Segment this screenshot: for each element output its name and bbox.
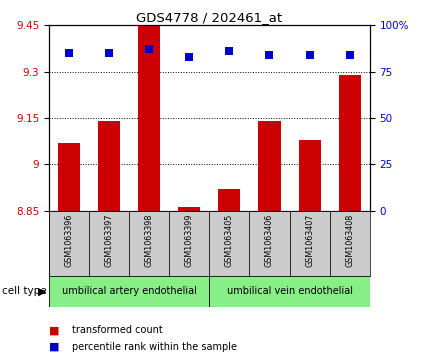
Bar: [98, 121, 120, 211]
Bar: [49, 211, 89, 276]
Text: GSM1063396: GSM1063396: [65, 214, 74, 267]
Bar: [339, 75, 361, 211]
Bar: [209, 276, 370, 307]
Text: ■: ■: [49, 342, 60, 352]
Text: umbilical vein endothelial: umbilical vein endothelial: [227, 286, 352, 296]
Point: [226, 48, 233, 54]
Text: GSM1063397: GSM1063397: [105, 214, 113, 267]
Point: [65, 50, 72, 56]
Bar: [298, 139, 320, 211]
Bar: [49, 276, 209, 307]
Bar: [169, 211, 209, 276]
Bar: [258, 121, 280, 211]
Bar: [178, 208, 200, 211]
Bar: [89, 211, 129, 276]
Bar: [289, 211, 330, 276]
Text: GSM1063408: GSM1063408: [345, 214, 354, 267]
Text: ▶: ▶: [38, 286, 47, 296]
Text: umbilical artery endothelial: umbilical artery endothelial: [62, 286, 196, 296]
Text: cell type: cell type: [2, 286, 47, 296]
Point: [266, 52, 273, 58]
Point: [186, 54, 193, 60]
Text: transformed count: transformed count: [72, 325, 163, 335]
Bar: [138, 25, 160, 211]
Point: [346, 52, 353, 58]
Bar: [209, 211, 249, 276]
Bar: [249, 211, 289, 276]
Bar: [129, 211, 169, 276]
Point: [306, 52, 313, 58]
Title: GDS4778 / 202461_at: GDS4778 / 202461_at: [136, 11, 282, 24]
Point: [106, 50, 113, 56]
Text: GSM1063406: GSM1063406: [265, 214, 274, 267]
Point: [146, 46, 153, 52]
Bar: [218, 189, 241, 211]
Bar: [330, 211, 370, 276]
Text: GSM1063399: GSM1063399: [185, 214, 194, 267]
Bar: [58, 143, 80, 211]
Text: GSM1063405: GSM1063405: [225, 214, 234, 267]
Text: percentile rank within the sample: percentile rank within the sample: [72, 342, 237, 352]
Text: GSM1063407: GSM1063407: [305, 214, 314, 267]
Text: ■: ■: [49, 325, 60, 335]
Text: GSM1063398: GSM1063398: [144, 214, 154, 267]
